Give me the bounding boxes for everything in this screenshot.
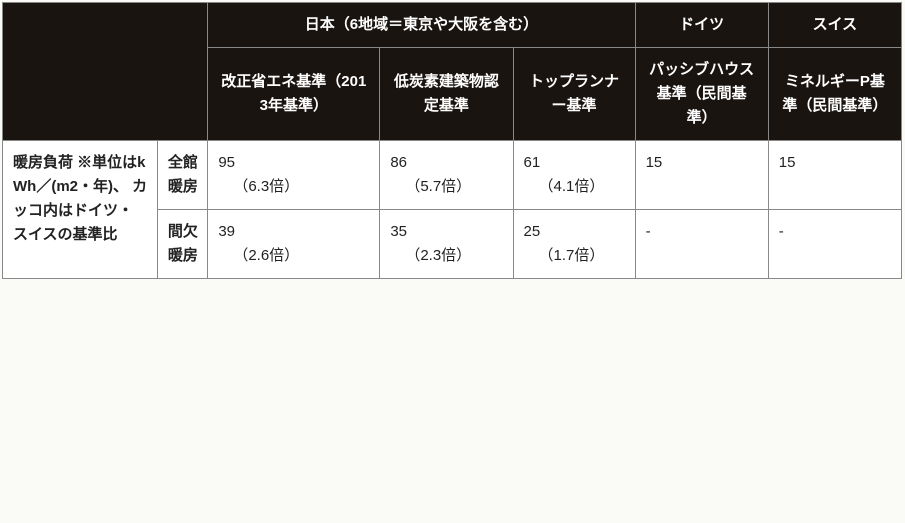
standard-ch: ミネルギーP基準（民間基準）: [768, 48, 901, 141]
standard-jp1: 改正省エネ基準（2013年基準）: [208, 48, 380, 141]
mode-zenkan: 全館暖房: [158, 141, 208, 210]
country-japan: 日本（6地域＝東京や大阪を含む）: [208, 3, 635, 48]
ratio: （2.3倍）: [390, 244, 502, 268]
ratio: （4.1倍）: [524, 175, 625, 199]
value: 15: [779, 154, 796, 171]
value: 86: [390, 154, 407, 171]
standard-de: パッシブハウス基準（民間基準）: [635, 48, 768, 141]
value: 61: [524, 154, 541, 171]
cell-kanketsu-jp3: 25 （1.7倍）: [513, 210, 635, 279]
country-germany: ドイツ: [635, 3, 768, 48]
row-label-heating-load: 暖房負荷 ※単位はkWh／(m2・年)、 カッコ内はドイツ・スイスの基準比: [3, 141, 158, 279]
ratio: （2.6倍）: [218, 244, 369, 268]
heating-standards-table: 日本（6地域＝東京や大阪を含む） ドイツ スイス 改正省エネ基準（2013年基準…: [2, 2, 902, 279]
value: 39: [218, 223, 235, 240]
country-switzerland: スイス: [768, 3, 901, 48]
value: -: [646, 223, 651, 240]
value: 95: [218, 154, 235, 171]
ratio: （1.7倍）: [524, 244, 625, 268]
cell-kanketsu-jp2: 35 （2.3倍）: [380, 210, 513, 279]
ratio: （6.3倍）: [218, 175, 369, 199]
corner-blank: [3, 3, 208, 141]
value: 25: [524, 223, 541, 240]
cell-kanketsu-ch: -: [768, 210, 901, 279]
value: 15: [646, 154, 663, 171]
cell-kanketsu-de: -: [635, 210, 768, 279]
standard-jp2: 低炭素建築物認定基準: [380, 48, 513, 141]
cell-kanketsu-jp1: 39 （2.6倍）: [208, 210, 380, 279]
ratio: （5.7倍）: [390, 175, 502, 199]
cell-zenkan-ch: 15: [768, 141, 901, 210]
cell-zenkan-jp3: 61 （4.1倍）: [513, 141, 635, 210]
mode-kanketsu: 間欠暖房: [158, 210, 208, 279]
cell-zenkan-de: 15: [635, 141, 768, 210]
cell-zenkan-jp1: 95 （6.3倍）: [208, 141, 380, 210]
value: 35: [390, 223, 407, 240]
cell-zenkan-jp2: 86 （5.7倍）: [380, 141, 513, 210]
value: -: [779, 223, 784, 240]
standard-jp3: トップランナー基準: [513, 48, 635, 141]
